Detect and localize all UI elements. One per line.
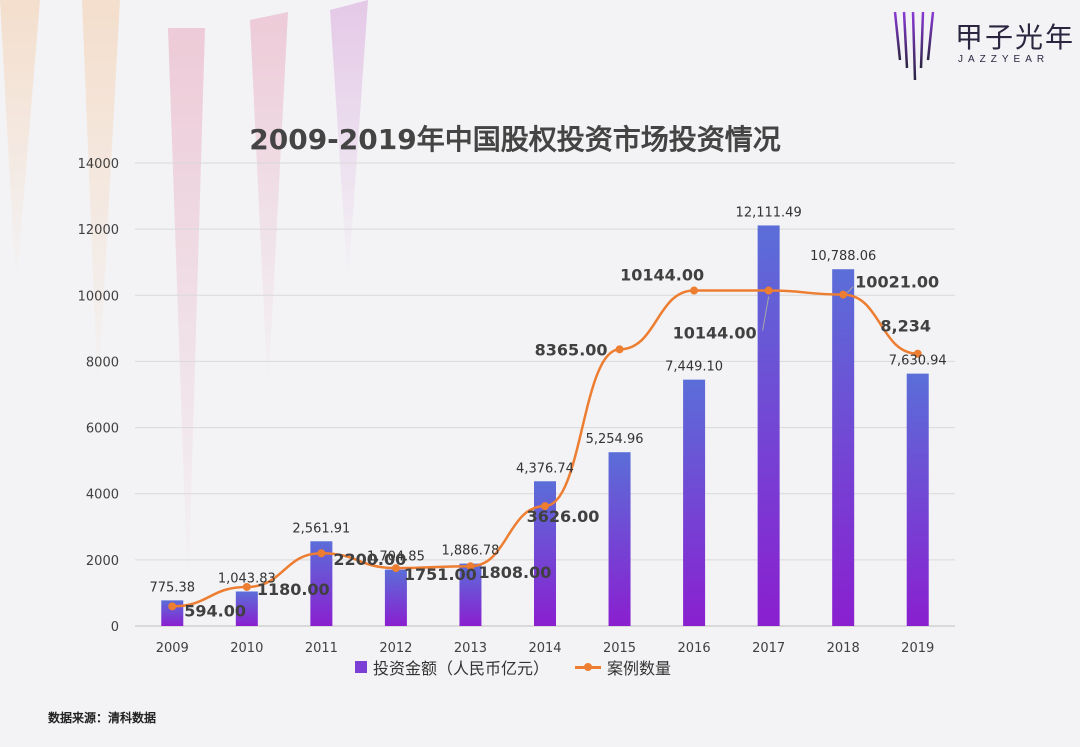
x-tick-label: 2016 — [678, 641, 711, 656]
line-value-label: 8,234 — [880, 317, 931, 336]
leader-line — [846, 286, 854, 293]
bar-2010 — [235, 591, 258, 626]
line-value-label: 1751.00 — [404, 565, 477, 584]
line-value-label: 8365.00 — [535, 340, 608, 359]
y-tick-label: 10000 — [78, 289, 119, 304]
line-point-2016 — [690, 286, 699, 295]
line-point-2012 — [391, 564, 400, 573]
x-tick-label: 2019 — [901, 641, 934, 656]
bar-value-label: 5,254.96 — [586, 432, 644, 447]
data-source-note: 数据来源：清科数据 — [48, 711, 157, 725]
bar-value-label: 1,704.85 — [367, 550, 425, 565]
x-tick-label: 2017 — [752, 641, 785, 656]
bar-value-label: 7,449.10 — [665, 360, 723, 375]
x-tick-label: 2011 — [305, 641, 338, 656]
line-point-2011 — [317, 549, 326, 558]
x-tick-label: 2013 — [454, 641, 487, 656]
brand-subtitle: JAZZYEAR — [958, 54, 1050, 65]
line-point-2019 — [913, 349, 922, 358]
bar-value-label: 10,788.06 — [810, 249, 876, 264]
bar-2012 — [384, 569, 407, 626]
line-point-2009 — [168, 602, 177, 611]
line-point-2015 — [615, 345, 624, 354]
legend-line-swatch — [575, 661, 602, 673]
y-tick-label: 2000 — [86, 554, 119, 569]
x-tick-label: 2012 — [379, 641, 412, 656]
brand-name: 甲子光年 — [955, 21, 1076, 54]
y-tick-label: 4000 — [86, 488, 119, 503]
y-tick-label: 6000 — [86, 422, 119, 437]
line-value-label: 594.00 — [184, 601, 246, 620]
line-value-label: 2200.00 — [333, 550, 406, 569]
line-value-label: 1808.00 — [478, 563, 551, 582]
y-tick-label: 12000 — [78, 223, 119, 238]
chart-legend: 投资金额（人民币亿元） 案例数量 — [355, 655, 697, 679]
line-point-2014 — [541, 502, 549, 511]
bar-2011 — [310, 541, 333, 626]
x-tick-label: 2015 — [603, 641, 636, 656]
y-tick-label: 14000 — [78, 157, 119, 172]
bar-value-label: 7,630.94 — [889, 354, 947, 369]
legend-item-count[interactable]: 案例数量 — [575, 655, 671, 679]
legend-label-count: 案例数量 — [607, 659, 672, 678]
brand-logo-mark — [893, 11, 935, 81]
bar-2016 — [683, 379, 706, 626]
x-tick-label: 2018 — [827, 641, 860, 656]
line-value-label: 10144.00 — [673, 324, 757, 343]
bar-value-label: 1,043.83 — [218, 571, 276, 586]
leader-line — [762, 296, 770, 331]
bar-2019 — [906, 373, 929, 626]
line-value-label: 1180.00 — [257, 580, 330, 599]
bar-value-label: 2,561.91 — [292, 521, 350, 536]
line-value-label: 3626.00 — [527, 507, 600, 526]
legend-bar-swatch — [355, 661, 367, 673]
x-tick-label: 2014 — [528, 641, 561, 656]
bar-2015 — [608, 452, 631, 626]
line-point-2017 — [764, 286, 773, 295]
bar-2014 — [534, 481, 556, 626]
bar-value-label: 12,111.49 — [736, 205, 802, 220]
line-value-label: 10021.00 — [855, 273, 939, 292]
case-count-line — [172, 289, 918, 608]
x-tick-label: 2009 — [156, 641, 189, 656]
line-point-2013 — [466, 562, 475, 571]
y-tick-label: 0 — [111, 620, 119, 635]
bar-value-label: 1,886.78 — [442, 544, 500, 559]
bar-value-label: 4,376.74 — [516, 461, 574, 476]
bar-2017 — [757, 225, 780, 626]
legend-label-amount: 投资金额（人民币亿元） — [373, 659, 550, 678]
y-tick-label: 8000 — [86, 355, 119, 370]
chart-title: 2009-2019年中国股权投资市场投资情况 — [249, 123, 781, 156]
line-point-2018 — [839, 290, 848, 299]
line-value-label: 10144.00 — [620, 266, 704, 285]
x-tick-label: 2010 — [230, 641, 263, 656]
line-point-2010 — [242, 582, 251, 591]
bar-2018 — [832, 269, 855, 626]
bar-value-label: 775.38 — [150, 580, 196, 595]
legend-item-amount[interactable]: 投资金额（人民币亿元） — [355, 655, 549, 679]
bar-2013 — [459, 563, 482, 626]
